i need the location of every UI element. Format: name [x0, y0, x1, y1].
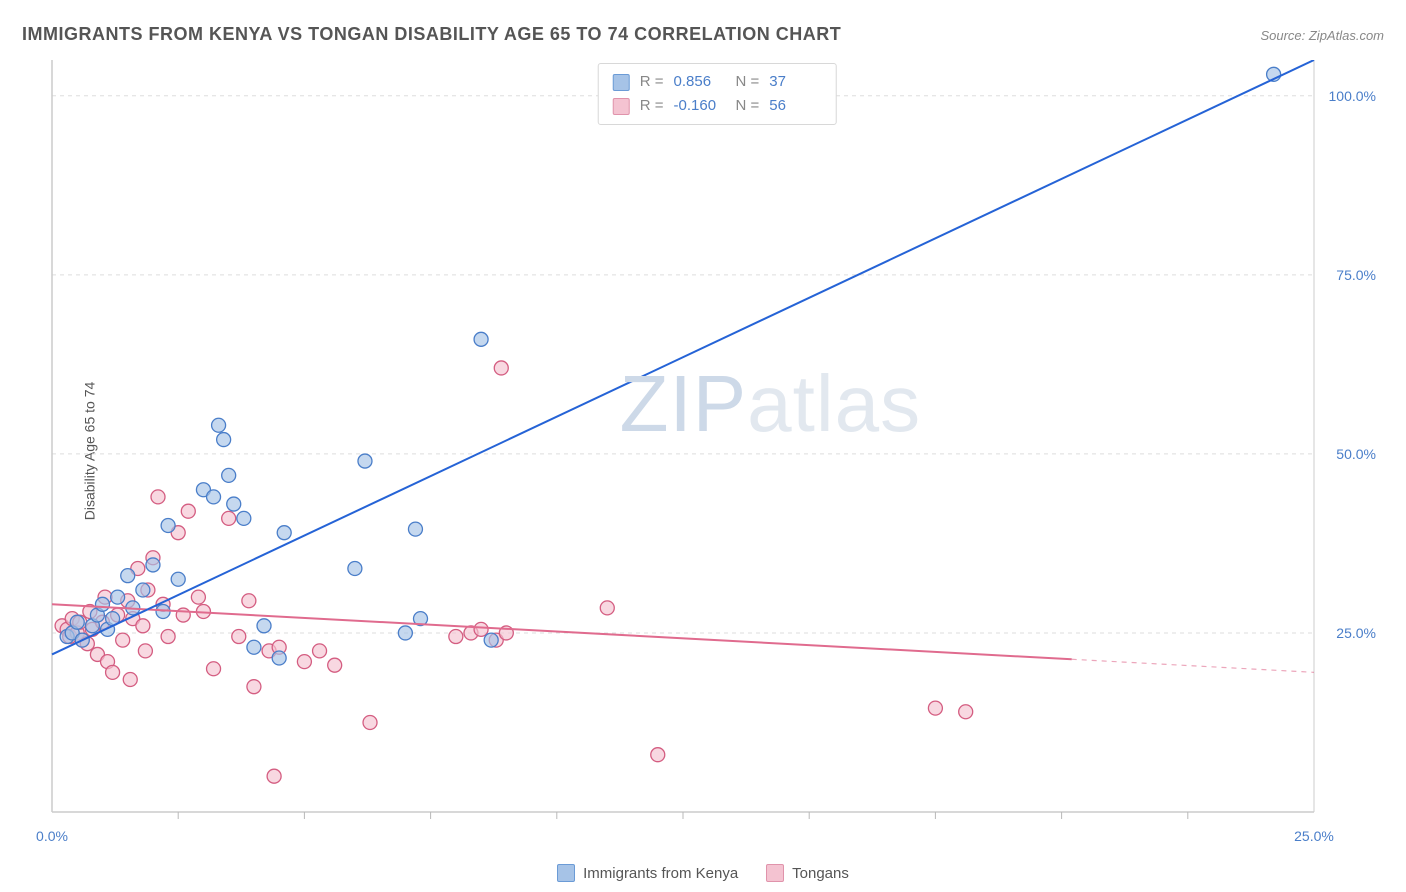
n-label: N =	[736, 70, 760, 94]
n-value-tongan: 56	[769, 94, 821, 118]
n-label: N =	[736, 94, 760, 118]
chart-title: IMMIGRANTS FROM KENYA VS TONGAN DISABILI…	[22, 24, 841, 45]
r-value-kenya: 0.856	[674, 70, 726, 94]
correlation-legend: R = 0.856 N = 37 R = -0.160 N = 56	[598, 63, 837, 125]
r-label: R =	[640, 70, 664, 94]
legend-item-tongan: Tongans	[766, 864, 849, 882]
r-label: R =	[640, 94, 664, 118]
x-tick-label: 25.0%	[1294, 828, 1334, 844]
legend-label-kenya: Immigrants from Kenya	[583, 865, 738, 882]
chart-area: Disability Age 65 to 74 ZIPatlas R = 0.8…	[50, 60, 1384, 842]
x-tick-label: 0.0%	[36, 828, 68, 844]
series-legend: Immigrants from Kenya Tongans	[0, 864, 1406, 882]
legend-row-tongan: R = -0.160 N = 56	[613, 94, 822, 118]
legend-swatch-kenya	[613, 74, 630, 91]
r-value-tongan: -0.160	[674, 94, 726, 118]
y-tick-label: 100.0%	[1329, 88, 1376, 104]
legend-swatch-icon	[557, 864, 575, 882]
y-tick-label: 25.0%	[1336, 625, 1376, 641]
source-attribution: Source: ZipAtlas.com	[1260, 28, 1384, 43]
legend-swatch-tongan	[613, 98, 630, 115]
y-tick-label: 50.0%	[1336, 446, 1376, 462]
legend-swatch-icon	[766, 864, 784, 882]
legend-label-tongan: Tongans	[792, 865, 849, 882]
scatter-plot	[50, 60, 1384, 842]
y-tick-label: 75.0%	[1336, 267, 1376, 283]
legend-row-kenya: R = 0.856 N = 37	[613, 70, 822, 94]
n-value-kenya: 37	[769, 70, 821, 94]
legend-item-kenya: Immigrants from Kenya	[557, 864, 738, 882]
